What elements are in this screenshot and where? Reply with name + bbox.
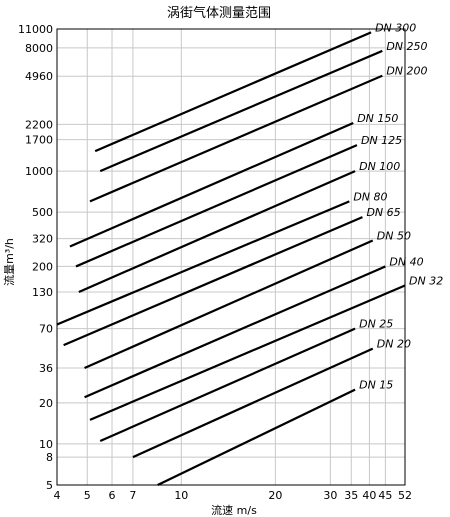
y-tick-label: 20 <box>39 397 53 410</box>
x-tick-label: 30 <box>323 489 337 502</box>
series-line <box>99 49 383 173</box>
x-tick-label: 6 <box>109 489 116 502</box>
series-line <box>63 216 363 347</box>
series-labels: DN 300 DN 250 DN 200 DN 150 DN 125 DN 100 DN 8… <box>353 21 443 391</box>
x-tick-label: 5 <box>84 489 91 502</box>
series-lines <box>56 31 406 486</box>
series-label: DN 300 <box>375 21 416 34</box>
y-tick-labels: 5 810 20 36 70 130 200 320 500 1000 1700 2200 4960 80… <box>18 23 53 492</box>
series-line <box>84 265 386 399</box>
y-tick-label: 5 <box>46 479 53 492</box>
series-line <box>75 144 358 268</box>
series-line <box>132 347 374 459</box>
y-tick-label: 2200 <box>25 118 53 131</box>
series-label: DN 100 <box>359 160 400 173</box>
series-label: DN 150 <box>357 112 398 125</box>
x-tick-label: 40 <box>362 489 376 502</box>
series-label: DN 40 <box>389 255 423 268</box>
series-label: DN 20 <box>377 338 411 351</box>
x-tick-labels: 4 5 6 7 10 20 30 35 40 45 52 <box>54 489 413 502</box>
y-tick-label: 200 <box>32 260 53 273</box>
y-tick-label: 8 <box>46 451 53 464</box>
x-tick-label: 45 <box>378 489 392 502</box>
x-tick-label: 7 <box>129 489 136 502</box>
plot-frame <box>56 28 406 486</box>
series-line <box>94 31 372 153</box>
y-tick-label: 130 <box>32 286 53 299</box>
x-tick-label: 10 <box>174 489 188 502</box>
x-tick-label: 20 <box>268 489 282 502</box>
x-tick-label: 4 <box>54 489 61 502</box>
x-tick-label: 35 <box>344 489 358 502</box>
series-label: DN 25 <box>359 318 393 331</box>
series-line <box>99 327 356 443</box>
series-line <box>89 284 406 421</box>
x-axis-label: 流速 m/s <box>211 503 257 517</box>
y-tick-label: 1700 <box>25 134 53 147</box>
grid <box>56 28 406 486</box>
y-axis-label: 流量m³/h <box>2 238 16 286</box>
series-label: DN 125 <box>361 134 402 147</box>
series-label: DN 32 <box>409 274 443 287</box>
series-line <box>56 200 350 326</box>
y-tick-label: 8000 <box>25 42 53 55</box>
y-tick-label: 500 <box>32 206 53 219</box>
series-label: DN 250 <box>386 40 427 53</box>
y-tick-label: 70 <box>39 323 53 336</box>
series-label: DN 15 <box>359 379 393 392</box>
series-line <box>78 170 356 293</box>
y-tick-label: 36 <box>39 362 53 375</box>
y-tick-label: 320 <box>32 233 53 246</box>
series-line <box>69 122 354 248</box>
y-tick-label: 10 <box>39 438 53 451</box>
series-line <box>84 239 374 370</box>
series-line <box>157 388 356 486</box>
series-label: DN 65 <box>366 206 400 219</box>
series-line <box>89 74 383 203</box>
series-label: DN 50 <box>377 229 411 242</box>
y-tick-label: 4960 <box>25 70 53 83</box>
y-tick-label: 11000 <box>18 23 53 36</box>
series-label: DN 80 <box>353 190 387 203</box>
y-tick-label: 1000 <box>25 165 53 178</box>
series-label: DN 200 <box>386 65 427 78</box>
chart-title: 涡街气体测量范围 <box>167 5 271 21</box>
x-tick-label: 52 <box>398 489 412 502</box>
